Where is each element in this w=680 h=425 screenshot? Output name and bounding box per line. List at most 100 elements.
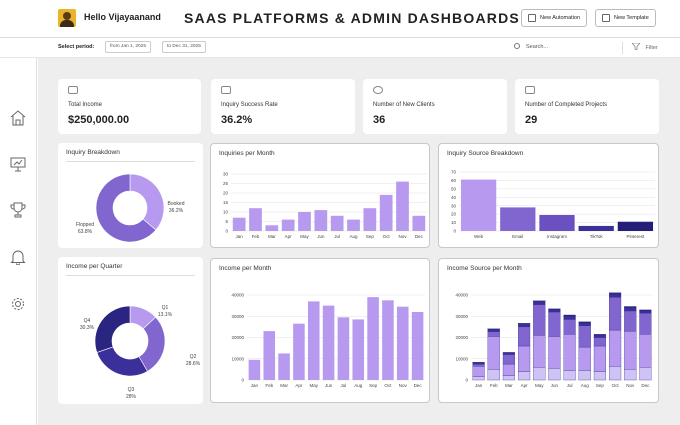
value-label-q3: 28% xyxy=(126,394,137,400)
x-tick-label: May xyxy=(535,383,544,388)
bar-segment xyxy=(533,301,546,305)
bar-segment xyxy=(624,369,637,381)
chart-icon xyxy=(221,86,231,94)
y-tick-label: 10000 xyxy=(231,356,244,361)
x-tick-label: TikTok xyxy=(590,234,604,239)
inquiry-source-chart: 0 10 20 30 40 50 60 70 Web Email Instagram TikTok Pi… xyxy=(451,170,655,239)
divider xyxy=(66,161,195,162)
new-template-label: New Template xyxy=(614,15,649,21)
divider xyxy=(622,42,623,54)
legend-label-q1: Q1 xyxy=(162,305,169,311)
new-automation-button[interactable]: New Automation xyxy=(521,9,588,27)
bar xyxy=(396,181,409,231)
inquiries-per-month-card: Inquiries per Month 0 5 10 15 20 25 30 Jan Feb Ma… xyxy=(210,143,430,248)
kpi-value: $250,000.00 xyxy=(68,114,130,126)
trophy-icon[interactable] xyxy=(10,202,26,218)
y-tick-label: 25 xyxy=(223,181,229,186)
bar-segment xyxy=(487,369,500,381)
x-tick-label: Aug xyxy=(581,383,590,388)
y-tick-label: 30000 xyxy=(231,314,244,319)
bar-segment xyxy=(518,371,531,381)
search-placeholder: Search... xyxy=(526,44,549,50)
page-title: SAAS PLATFORMS & ADMIN DASHBOARDS xyxy=(184,10,520,26)
bar-segment xyxy=(593,371,606,381)
filter-icon xyxy=(631,42,641,51)
kpi-label: Inquiry Success Rate xyxy=(221,102,278,108)
y-tick-label: 10 xyxy=(451,220,457,225)
bar xyxy=(281,219,295,231)
kpi-card-new-clients: Number of New Clients 36 xyxy=(363,79,507,134)
bar xyxy=(337,317,350,380)
bar xyxy=(352,319,365,380)
y-tick-label: 60 xyxy=(451,178,457,183)
to-date-input[interactable]: to Dec 31, 2025 xyxy=(162,41,206,53)
bar-segment xyxy=(502,363,515,376)
bar xyxy=(379,194,393,231)
bar-segment xyxy=(533,304,546,336)
legend-label-booked: Booked xyxy=(168,201,185,207)
bar xyxy=(293,323,305,380)
pie-slice xyxy=(129,173,165,231)
settings-icon[interactable] xyxy=(10,296,26,312)
bar-segment xyxy=(487,328,500,330)
card-title: Inquiry Breakdown xyxy=(66,149,120,156)
checklist-icon xyxy=(525,86,535,94)
new-template-button[interactable]: New Template xyxy=(595,9,656,27)
bar-segment xyxy=(624,306,637,308)
card-title: Income Source per Month xyxy=(447,265,522,272)
bar-segment xyxy=(518,323,531,328)
y-tick-label: 50 xyxy=(451,186,457,191)
x-tick-label: Jan xyxy=(236,234,244,239)
filter-button[interactable]: Filter xyxy=(631,42,658,51)
y-tick-label: 0 xyxy=(453,229,456,234)
card-title: Inquiries per Month xyxy=(219,150,275,157)
bar-segment xyxy=(548,368,561,381)
inquiry-breakdown-card: Inquiry Breakdown Booked 36.2% Flopped 63.8… xyxy=(58,143,203,248)
y-tick-label: 5 xyxy=(225,219,228,224)
x-tick-label: Dec xyxy=(414,383,423,388)
x-tick-label: Nov xyxy=(626,383,635,388)
bar-segment xyxy=(487,336,500,370)
bar-segment xyxy=(609,293,622,298)
x-tick-label: Sep xyxy=(596,383,605,388)
income-source-chart: 0 10000 20000 30000 40000 Jan Feb Mar Apr May Jun J… xyxy=(455,292,653,388)
y-tick-label: 40000 xyxy=(455,293,468,298)
bar-segment xyxy=(639,312,652,335)
kpi-label: Number of Completed Projects xyxy=(525,102,608,108)
y-tick-label: 15 xyxy=(223,200,229,205)
bar-segment xyxy=(563,314,576,317)
y-tick-label: 30000 xyxy=(455,314,468,319)
bar-segment xyxy=(609,296,622,331)
presentation-icon[interactable] xyxy=(10,156,26,172)
value-label-q2: 28.6% xyxy=(186,361,201,367)
x-tick-label: Sep xyxy=(369,383,378,388)
x-tick-label: Dec xyxy=(415,234,424,239)
x-tick-label: Feb xyxy=(490,383,498,388)
x-tick-label: May xyxy=(309,383,318,388)
x-tick-label: Apr xyxy=(521,383,529,388)
bar-segment xyxy=(472,364,485,367)
bar xyxy=(396,306,409,380)
bell-icon[interactable] xyxy=(10,249,26,265)
bar-segment xyxy=(563,334,576,371)
bar xyxy=(298,212,311,231)
legend-label-q4: Q4 xyxy=(84,318,91,324)
bar-segment xyxy=(502,375,515,381)
inquiry-source-card: Inquiry Source Breakdown 0 10 20 30 40 50 60 70… xyxy=(438,143,659,248)
divider xyxy=(66,275,195,276)
main-area: Total Income $250,000.00 Inquiry Success… xyxy=(38,58,680,425)
bar xyxy=(249,208,262,231)
y-tick-label: 0 xyxy=(241,378,244,383)
avatar[interactable] xyxy=(58,9,76,27)
from-date-input[interactable]: from Jan 1, 2025 xyxy=(105,41,151,53)
y-tick-label: 10000 xyxy=(455,356,468,361)
y-tick-label: 40 xyxy=(451,195,457,200)
home-icon[interactable] xyxy=(10,110,26,126)
bar-segment xyxy=(518,326,531,347)
search-input[interactable]: Search... xyxy=(514,43,548,50)
greeting: Hello Vijayaanand xyxy=(84,12,161,22)
income-per-month-card: Income per Month 0 10000 20000 30000 40000 Ja… xyxy=(210,258,430,403)
x-tick-label: Jun xyxy=(325,383,333,388)
kpi-label: Number of New Clients xyxy=(373,102,435,108)
income-source-card: Income Source per Month 0 10000 20000 30000… xyxy=(438,258,659,403)
